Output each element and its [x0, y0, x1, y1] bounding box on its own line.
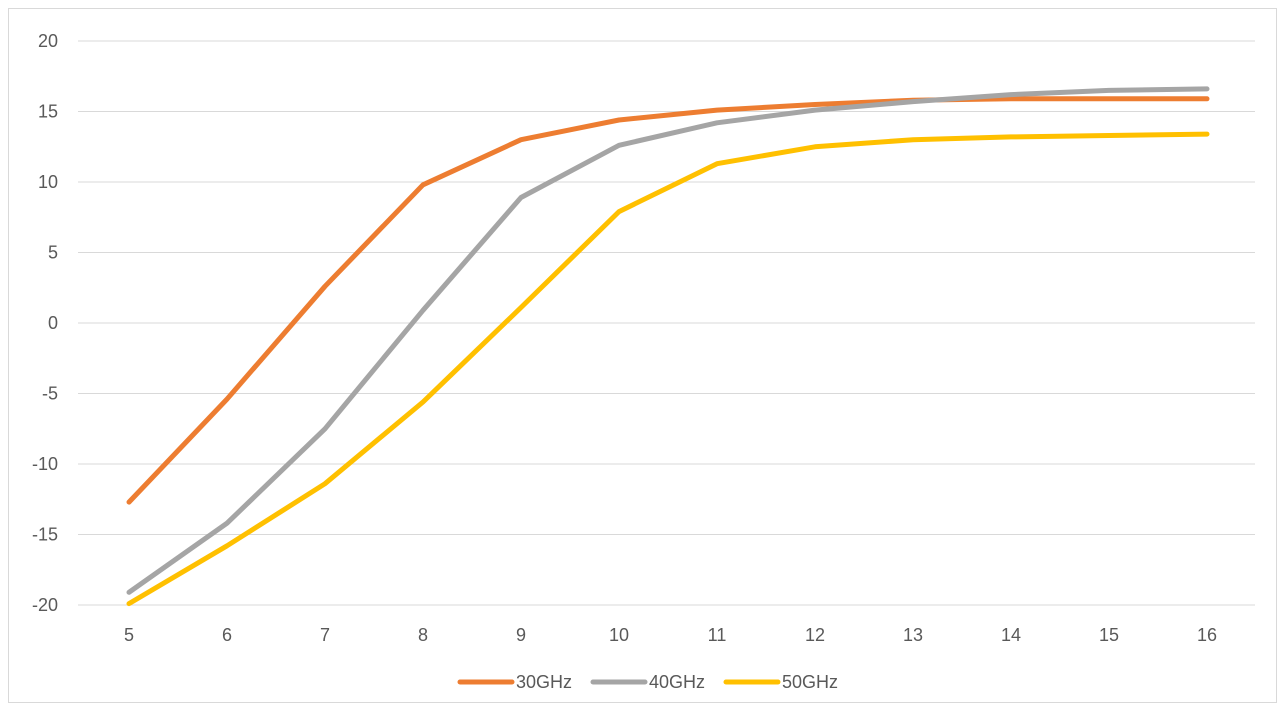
- x-axis-ticks: 5 6 7 8 9 10 11 12 13 14 15 16: [124, 625, 1217, 645]
- y-tick-label: -20: [32, 595, 58, 615]
- series-line-50GHz: [126, 131, 1210, 607]
- legend-label: 40GHz: [649, 672, 705, 692]
- legend-item: 30GHz: [457, 672, 572, 692]
- x-tick-label: 5: [124, 625, 134, 645]
- x-tick-label: 13: [903, 625, 923, 645]
- gridlines: [78, 40, 1255, 606]
- series-lines: [126, 86, 1210, 607]
- x-tick-label: 14: [1001, 625, 1021, 645]
- y-tick-label: -10: [32, 454, 58, 474]
- x-tick-label: 12: [805, 625, 825, 645]
- y-tick-label: -5: [42, 384, 58, 404]
- y-tick-label: 15: [38, 102, 58, 122]
- y-tick-label: 10: [38, 172, 58, 192]
- chart-frame: [8, 8, 1277, 703]
- x-tick-label: 8: [418, 625, 428, 645]
- y-tick-label: 5: [48, 243, 58, 263]
- x-tick-label: 15: [1099, 625, 1119, 645]
- y-tick-label: 20: [38, 31, 58, 51]
- legend-item: 50GHz: [723, 672, 838, 692]
- x-tick-label: 16: [1197, 625, 1217, 645]
- y-axis-ticks: 20 15 10 5 0 -5 -10 -15 -20: [32, 31, 58, 615]
- x-tick-label: 10: [609, 625, 629, 645]
- x-tick-label: 7: [320, 625, 330, 645]
- x-tick-label: 9: [516, 625, 526, 645]
- y-tick-label: -15: [32, 525, 58, 545]
- legend-item: 40GHz: [590, 672, 705, 692]
- legend-label: 50GHz: [782, 672, 838, 692]
- legend: 30GHz 40GHz 50GHz: [457, 672, 838, 692]
- series-line-30GHz: [126, 96, 1210, 505]
- x-tick-label: 11: [708, 625, 727, 645]
- legend-label: 30GHz: [516, 672, 572, 692]
- y-tick-label: 0: [48, 313, 58, 333]
- x-tick-label: 6: [222, 625, 232, 645]
- series-line-40GHz: [126, 86, 1210, 595]
